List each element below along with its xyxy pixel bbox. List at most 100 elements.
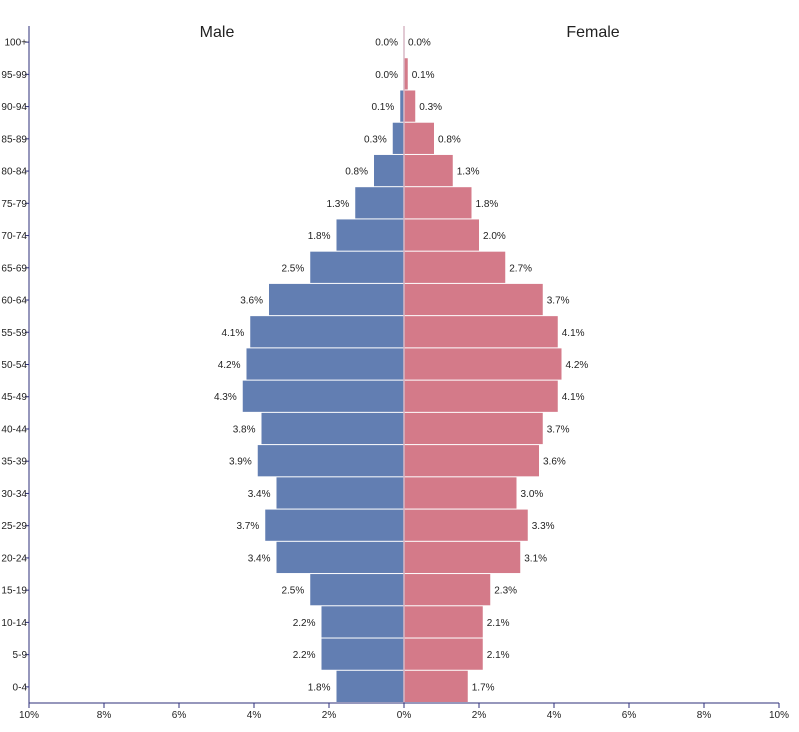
value-label-female-35-39: 3.6% bbox=[543, 457, 566, 468]
bar-male-70-74 bbox=[336, 219, 404, 251]
value-label-female-45-49: 4.1% bbox=[562, 392, 585, 403]
bar-female-65-69 bbox=[404, 251, 506, 283]
value-label-female-100+: 0.0% bbox=[408, 38, 431, 49]
bar-male-25-29 bbox=[265, 509, 404, 541]
bar-female-40-44 bbox=[404, 412, 543, 445]
y-tick-label-45-49: 45-49 bbox=[1, 392, 27, 403]
value-label-female-25-29: 3.3% bbox=[532, 521, 555, 532]
bar-male-55-59 bbox=[250, 316, 404, 348]
bar-male-60-64 bbox=[269, 283, 404, 316]
y-tick-label-80-84: 80-84 bbox=[1, 167, 27, 178]
value-label-male-90-94: 0.1% bbox=[371, 102, 394, 113]
value-label-female-40-44: 3.7% bbox=[547, 424, 570, 435]
y-tick-label-65-69: 65-69 bbox=[1, 263, 27, 274]
value-label-female-70-74: 2.0% bbox=[483, 231, 506, 242]
value-label-male-60-64: 3.6% bbox=[240, 296, 263, 307]
value-label-female-15-19: 2.3% bbox=[494, 586, 517, 597]
bar-female-25-29 bbox=[404, 509, 528, 541]
bar-female-30-34 bbox=[404, 477, 517, 509]
bar-female-70-74 bbox=[404, 219, 479, 251]
series-header-female: Female bbox=[566, 24, 619, 41]
value-label-male-75-79: 1.3% bbox=[326, 199, 349, 210]
bar-female-55-59 bbox=[404, 316, 558, 348]
bar-male-20-24 bbox=[276, 541, 404, 574]
x-tick-label-7: 4% bbox=[547, 710, 562, 721]
value-label-female-55-59: 4.1% bbox=[562, 328, 585, 339]
y-tick-label-50-54: 50-54 bbox=[1, 360, 27, 371]
value-label-male-50-54: 4.2% bbox=[218, 360, 241, 371]
y-tick-label-95-99: 95-99 bbox=[1, 70, 27, 81]
value-labels-layer: 0.0% 0.0% 0.0% 0.1% 0.1% 0.3% 0.3% 0.8% 0.8% 1.3%… bbox=[214, 38, 588, 694]
bar-female-50-54 bbox=[404, 348, 562, 380]
x-tick-label-1: 8% bbox=[97, 710, 112, 721]
y-tick-label-75-79: 75-79 bbox=[1, 199, 27, 210]
x-tick-label-6: 2% bbox=[472, 710, 487, 721]
value-label-female-85-89: 0.8% bbox=[438, 134, 461, 145]
value-label-female-30-34: 3.0% bbox=[521, 489, 544, 500]
bar-female-35-39 bbox=[404, 445, 539, 477]
y-tick-label-70-74: 70-74 bbox=[1, 231, 27, 242]
value-label-male-45-49: 4.3% bbox=[214, 392, 237, 403]
value-label-male-25-29: 3.7% bbox=[236, 521, 259, 532]
bar-male-15-19 bbox=[310, 574, 404, 606]
bars-layer bbox=[242, 26, 562, 703]
y-tick-label-0-4: 0-4 bbox=[13, 682, 28, 693]
value-label-male-85-89: 0.3% bbox=[364, 134, 387, 145]
x-tick-label-8: 6% bbox=[622, 710, 637, 721]
value-label-female-80-84: 1.3% bbox=[457, 167, 480, 178]
value-label-male-55-59: 4.1% bbox=[221, 328, 244, 339]
bar-female-15-19 bbox=[404, 574, 491, 606]
value-label-male-0-4: 1.8% bbox=[308, 682, 331, 693]
y-tick-label-10-14: 10-14 bbox=[1, 618, 27, 629]
bar-female-20-24 bbox=[404, 541, 521, 574]
bar-female-95-99 bbox=[404, 58, 408, 90]
value-label-male-30-34: 3.4% bbox=[248, 489, 271, 500]
x-tick-label-2: 6% bbox=[172, 710, 187, 721]
bar-female-75-79 bbox=[404, 187, 472, 219]
value-label-female-60-64: 3.7% bbox=[547, 296, 570, 307]
bar-female-0-4 bbox=[404, 670, 468, 702]
bar-male-30-34 bbox=[276, 477, 404, 509]
value-label-female-20-24: 3.1% bbox=[524, 553, 547, 564]
value-label-male-70-74: 1.8% bbox=[308, 231, 331, 242]
value-label-male-65-69: 2.5% bbox=[281, 263, 304, 274]
y-tick-label-15-19: 15-19 bbox=[1, 586, 27, 597]
bar-male-45-49 bbox=[242, 380, 404, 412]
value-label-male-10-14: 2.2% bbox=[293, 618, 316, 629]
y-tick-label-30-34: 30-34 bbox=[1, 489, 27, 500]
y-tick-label-55-59: 55-59 bbox=[1, 328, 27, 339]
bar-male-10-14 bbox=[321, 606, 404, 638]
y-axis: 100+ 95-99 90-94 85-89 80-84 75-79 70-74 65-69 6… bbox=[1, 26, 30, 703]
bar-female-80-84 bbox=[404, 154, 453, 187]
y-tick-label-60-64: 60-64 bbox=[1, 296, 27, 307]
bar-male-35-39 bbox=[257, 445, 404, 477]
y-tick-label-5-9: 5-9 bbox=[13, 650, 28, 661]
bar-female-60-64 bbox=[404, 283, 543, 316]
bar-male-75-79 bbox=[355, 187, 404, 219]
value-label-male-5-9: 2.2% bbox=[293, 650, 316, 661]
x-tick-label-4: 2% bbox=[322, 710, 337, 721]
bar-male-90-94 bbox=[400, 90, 404, 122]
y-tick-label-20-24: 20-24 bbox=[1, 553, 27, 564]
value-label-female-50-54: 4.2% bbox=[566, 360, 589, 371]
bar-male-5-9 bbox=[321, 638, 404, 670]
x-tick-label-3: 4% bbox=[247, 710, 262, 721]
bar-female-5-9 bbox=[404, 638, 483, 670]
y-tick-label-85-89: 85-89 bbox=[1, 134, 27, 145]
y-tick-label-25-29: 25-29 bbox=[1, 521, 27, 532]
value-label-female-95-99: 0.1% bbox=[412, 70, 435, 81]
x-tick-label-10: 10% bbox=[769, 710, 789, 721]
bar-male-65-69 bbox=[310, 251, 404, 283]
value-label-female-5-9: 2.1% bbox=[487, 650, 510, 661]
bar-female-45-49 bbox=[404, 380, 558, 412]
y-tick-label-40-44: 40-44 bbox=[1, 424, 27, 435]
bar-female-85-89 bbox=[404, 122, 434, 154]
bar-male-0-4 bbox=[336, 670, 404, 702]
bar-male-40-44 bbox=[261, 412, 404, 445]
y-tick-label-90-94: 90-94 bbox=[1, 102, 27, 113]
value-label-male-15-19: 2.5% bbox=[281, 586, 304, 597]
value-label-female-90-94: 0.3% bbox=[419, 102, 442, 113]
x-tick-label-5: 0% bbox=[397, 710, 412, 721]
value-label-female-65-69: 2.7% bbox=[509, 263, 532, 274]
